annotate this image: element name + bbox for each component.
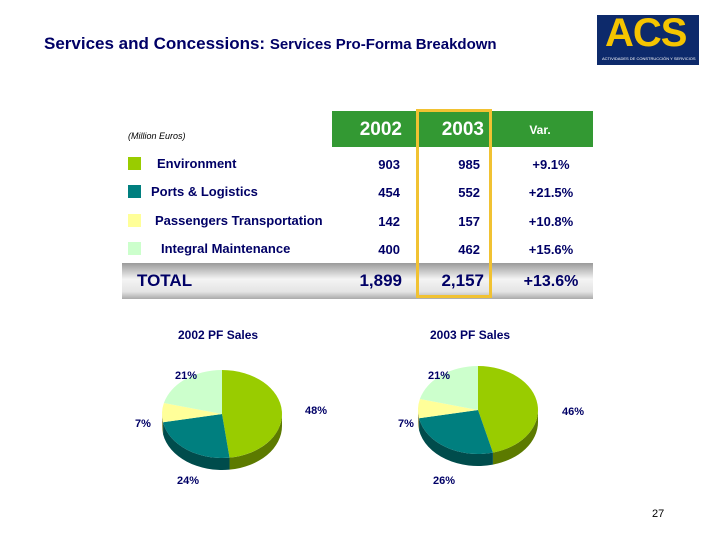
pie-slice-integral-maintenance xyxy=(419,366,478,410)
total-2002: 1,899 xyxy=(359,271,402,290)
row-label: Passengers Transportation xyxy=(155,213,323,228)
pie-slice-ports-logistics xyxy=(419,410,493,454)
legend-swatch xyxy=(128,157,141,170)
pie-data-label: 21% xyxy=(175,370,198,382)
pie-data-label: 26% xyxy=(433,475,456,487)
acs-logo: ACS ACTIVIDADES DE CONSTRUCCIÓN Y SERVICI… xyxy=(597,11,699,65)
pie-slice-side xyxy=(163,422,230,470)
header-2002: 2002 xyxy=(359,119,402,140)
legend-swatch xyxy=(128,242,141,255)
pie-slice-side xyxy=(162,414,164,435)
pie-data-label: 48% xyxy=(305,405,328,417)
row-var: +9.1% xyxy=(532,157,570,172)
row-var: +15.6% xyxy=(528,242,574,257)
row-label: Environment xyxy=(157,156,237,171)
pie-data-label: 7% xyxy=(135,418,151,430)
row-2003: 157 xyxy=(458,214,480,229)
pie-data-label: 21% xyxy=(428,370,451,382)
pie-slice-passengers-transportation xyxy=(418,399,478,419)
title-main: Services and Concessions: xyxy=(44,34,266,53)
row-var: +21.5% xyxy=(528,185,574,200)
row-2003: 462 xyxy=(458,242,480,257)
pie-slice-side xyxy=(229,414,282,470)
pie-2003-title: 2003 PF Sales xyxy=(430,328,511,342)
pie-slice-environment xyxy=(222,370,283,458)
legend-swatch xyxy=(128,214,141,227)
legend-swatch xyxy=(128,185,141,198)
pie-slice-integral-maintenance xyxy=(163,370,222,414)
total-label: TOTAL xyxy=(137,271,193,290)
pie-slice-side xyxy=(418,410,420,431)
highlight-2003-frame xyxy=(416,109,492,298)
row-2003: 552 xyxy=(458,185,480,200)
row-var: +10.8% xyxy=(528,214,574,229)
total-var: +13.6% xyxy=(523,273,579,290)
pie-slice-side xyxy=(419,418,493,466)
header-2003: 2003 xyxy=(441,119,484,140)
pie-2002-title: 2002 PF Sales xyxy=(178,328,259,342)
slide-title: Services and Concessions: Services Pro-F… xyxy=(44,34,497,54)
row-2002: 142 xyxy=(378,214,400,229)
pie-slice-ports-logistics xyxy=(163,414,230,458)
total-2003: 2,157 xyxy=(441,271,484,290)
row-2003: 985 xyxy=(458,157,480,172)
pie-slice-passengers-transportation xyxy=(162,403,222,423)
row-label: Ports & Logistics xyxy=(151,184,258,199)
page-number: 27 xyxy=(652,508,665,520)
total-bar xyxy=(122,263,593,299)
pie-slice-environment xyxy=(478,366,538,453)
pie-slice-side xyxy=(492,410,538,465)
row-2002: 903 xyxy=(378,157,400,172)
table-header-bar xyxy=(332,111,593,147)
row-2002: 400 xyxy=(378,242,400,257)
pie-data-label: 46% xyxy=(562,406,585,418)
title-sub: Services Pro-Forma Breakdown xyxy=(269,36,497,53)
header-var: Var. xyxy=(529,123,551,137)
unit-label: (Million Euros) xyxy=(128,131,186,141)
row-2002: 454 xyxy=(378,185,400,200)
pie-data-label: 24% xyxy=(177,475,200,487)
pie-data-label: 7% xyxy=(398,418,414,430)
row-label: Integral Maintenance xyxy=(161,241,291,256)
